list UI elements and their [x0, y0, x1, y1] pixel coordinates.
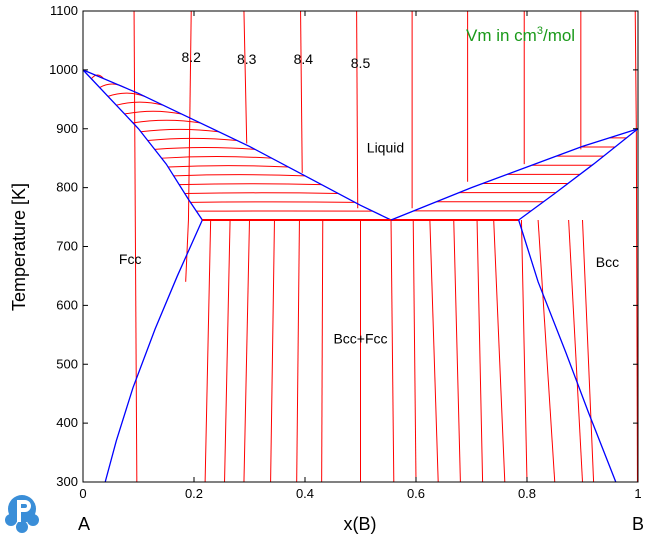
isopleth-line-22 [453, 219, 461, 483]
isopleth-line-28 [582, 219, 595, 483]
isopleth-line-27 [568, 219, 583, 483]
isopleth-line-15 [270, 219, 275, 483]
region-label: Bcc+Fcc [333, 331, 387, 347]
y-tick-label: 800 [56, 180, 78, 195]
y-tick-label: 1100 [50, 3, 78, 18]
tie-line-left-12 [173, 174, 306, 177]
tie-line-left-5 [124, 110, 182, 115]
contour-label: 8.4 [294, 51, 314, 67]
isopleth-line-4 [356, 10, 359, 209]
chart-labels: Liquid Fcc Bcc Bcc+Fcc 8.2 8.3 8.4 8.5 [119, 49, 619, 346]
isopleth-line-13 [224, 219, 231, 483]
isopleth-lines [90, 10, 638, 483]
tie-line-left-14 [184, 192, 339, 195]
x-tick-label: 0.8 [518, 486, 536, 501]
tie-line-left-13 [179, 183, 322, 186]
end-label-right: B [632, 514, 644, 534]
tie-line-left-11 [168, 165, 289, 168]
units-note-sup: 3 [537, 25, 543, 37]
x-tick-label: 1 [634, 486, 641, 501]
isopleth-line-1 [187, 10, 192, 221]
contour-label: 8.2 [181, 49, 201, 65]
isopleth-line-14 [243, 219, 250, 483]
x-tick-label: 0 [79, 486, 86, 501]
end-label-left: A [78, 514, 90, 534]
region-label: Bcc [596, 254, 619, 270]
phase-boundary-solidus-bcc [518, 128, 639, 221]
y-axis-title: Temperature [K] [9, 183, 29, 311]
isopleth-line-11 [185, 219, 189, 282]
phase-boundary-liquidus-left [82, 69, 392, 221]
x-tick-label: 0.4 [296, 486, 314, 501]
phase-boundary-liquidus-right [390, 128, 639, 221]
tie-line-left-4 [116, 101, 164, 106]
y-tick-label: 500 [56, 356, 78, 371]
x-tick-label: 0.6 [407, 486, 425, 501]
isopleth-line-21 [429, 219, 439, 483]
y-tick-label: 300 [56, 474, 78, 489]
tie-line-left-8 [147, 137, 238, 142]
tie-line-left-9 [154, 146, 256, 150]
y-tick-label: 600 [56, 297, 78, 312]
isopleth-line-0 [133, 10, 138, 483]
isopleth-line-26 [537, 219, 556, 483]
isopleth-line-9 [634, 10, 637, 132]
isopleth-line-24 [493, 219, 506, 483]
isopleth-line-25 [520, 219, 528, 483]
tie-line-left-6 [132, 119, 201, 124]
phase-boundaries [82, 69, 639, 483]
units-note-suffix: /mol [543, 26, 575, 45]
axes: 300 400 500 600 700 800 900 1000 1100 0 0.2 0.4 0.6 0… [49, 3, 642, 501]
y-tick-label: 1000 [49, 62, 78, 77]
contour-label: 8.3 [237, 51, 257, 67]
isopleth-line-16 [296, 220, 300, 483]
isopleth-line-19 [390, 220, 395, 483]
units-note-prefix: Vm in cm [466, 26, 537, 45]
tie-line-left-7 [140, 128, 219, 133]
region-label: Liquid [367, 139, 404, 155]
x-tick-label: 0.2 [185, 486, 203, 501]
isopleth-line-20 [412, 220, 417, 483]
phase-boundary-fcc-solvus [104, 219, 203, 483]
x-axis-title: x(B) [344, 514, 377, 534]
y-tick-label: 400 [56, 415, 78, 430]
tie-line-left-10 [161, 156, 272, 159]
brand-logo-icon [5, 495, 39, 533]
isopleth-line-23 [476, 219, 484, 483]
isopleth-line-12 [204, 219, 212, 483]
phase-boundary-solidus-fcc [82, 69, 203, 221]
isopleth-line-2 [243, 10, 248, 144]
region-label: Fcc [119, 251, 142, 267]
units-note: Vm in cm3/mol [466, 25, 575, 45]
y-tick-label: 700 [56, 239, 78, 254]
contour-label: 8.5 [351, 55, 371, 71]
isopleth-line-17 [321, 220, 324, 483]
y-tick-label: 900 [56, 121, 78, 136]
isopleth-line-10 [635, 131, 638, 483]
isopleth-line-3 [300, 10, 303, 173]
phase-boundary-bcc-solvus [518, 219, 617, 483]
